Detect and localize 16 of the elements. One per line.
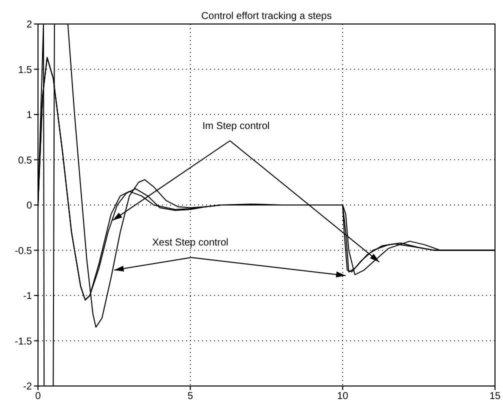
y-tick-label: 1.5 bbox=[18, 64, 32, 76]
annotation: Xest Step control bbox=[152, 238, 228, 249]
x-tick-label: 0 bbox=[35, 391, 42, 402]
y-tick-label: 2 bbox=[26, 20, 32, 31]
annotation: Im Step control bbox=[202, 120, 270, 132]
y-tick-label: 0 bbox=[26, 200, 32, 212]
y-tick-label: 0.5 bbox=[18, 155, 32, 166]
chart-title: Control effort tracking a steps bbox=[201, 11, 332, 22]
y-tick-label: 1 bbox=[26, 110, 32, 122]
x-tick-label: 10 bbox=[337, 391, 349, 402]
y-tick-label: -1.5 bbox=[14, 336, 32, 348]
y-tick-label: -0.5 bbox=[14, 246, 32, 257]
x-tick-label: 15 bbox=[489, 391, 501, 402]
y-tick-label: -2 bbox=[23, 382, 32, 393]
y-tick-label: -1 bbox=[23, 291, 32, 302]
x-tick-label: 5 bbox=[188, 391, 194, 402]
